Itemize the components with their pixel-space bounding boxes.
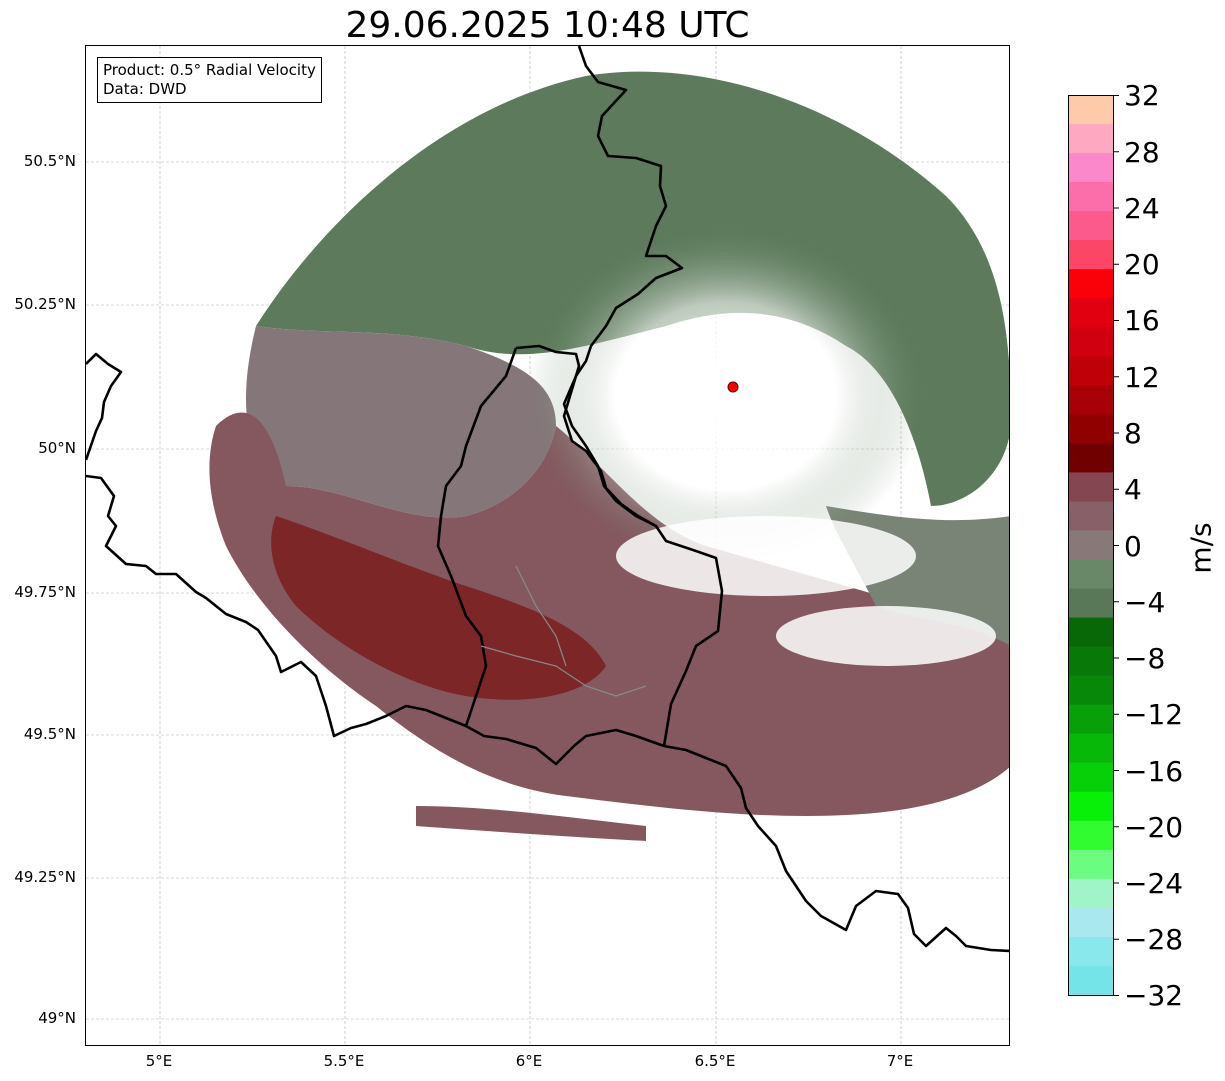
colorbar-swatch: [1068, 588, 1113, 619]
colorbar-swatch: [1068, 704, 1113, 735]
map-title: 29.06.2025 10:48 UTC: [345, 5, 750, 46]
colorbar-swatch: [1068, 327, 1113, 357]
colorbar-tick-label: −32: [1124, 979, 1184, 1012]
radar-echoes: [209, 71, 1009, 841]
product-label: Product: 0.5° Radial Velocity: [103, 61, 316, 79]
colorbar-swatch: [1068, 646, 1113, 677]
colorbar-swatch: [1068, 385, 1113, 415]
colorbar-tick-label: 16: [1124, 304, 1160, 337]
lon-tick-label: 5.5°E: [323, 1052, 365, 1070]
lat-tick-label: 49.25°N: [14, 868, 76, 886]
colorbar-unit-label: m/s: [1184, 522, 1218, 574]
colorbar-swatch: [1068, 356, 1113, 386]
colorbar-swatch: [1068, 501, 1113, 532]
colorbar-tick-label: 0: [1124, 530, 1142, 563]
lon-tick-label: 6.5°E: [694, 1052, 736, 1070]
lat-tick-label: 50.5°N: [23, 152, 76, 170]
colorbar-swatch: [1068, 443, 1113, 474]
colorbar-swatch: [1068, 936, 1113, 967]
colorbar-swatch: [1068, 733, 1113, 764]
echo-near-zero-band: [246, 326, 556, 518]
colorbar-tick-label: −4: [1124, 586, 1166, 619]
radar-site-marker: [727, 381, 739, 393]
echo-south-fringe: [416, 806, 646, 841]
colorbar-tick-label: 28: [1124, 136, 1160, 169]
echo-outbound-core: [271, 516, 606, 700]
radar-map: [85, 45, 1010, 1046]
colorbar-swatch: [1068, 298, 1113, 328]
colorbar-swatch: [1068, 182, 1113, 212]
colorbar-swatch: [1068, 617, 1113, 648]
colorbar-tick-label: −12: [1124, 698, 1184, 731]
colorbar-tick-label: 12: [1124, 361, 1160, 394]
data-source-label: Data: DWD: [103, 80, 187, 98]
country-borders: [86, 46, 1009, 953]
colorbar-tick-label: −8: [1124, 642, 1166, 675]
colorbar-swatch: [1068, 791, 1113, 822]
colorbar-swatch: [1068, 240, 1113, 270]
radar-map-canvas: [86, 46, 1009, 1045]
echo-outbound-region: [209, 412, 1009, 816]
colorbar-swatch: [1068, 530, 1113, 561]
colorbar-tick-label: −28: [1124, 923, 1184, 956]
colorbar-tick-label: 4: [1124, 473, 1142, 506]
colorbar-swatch: [1068, 559, 1113, 590]
colorbar-tick-label: −16: [1124, 755, 1184, 788]
lon-tick-label: 7°E: [886, 1052, 914, 1070]
colorbar-swatch: [1068, 907, 1113, 938]
colorbar-swatch: [1068, 820, 1113, 851]
lat-tick-label: 49.5°N: [23, 725, 76, 743]
colorbar-tick-label: −20: [1124, 811, 1184, 844]
colorbar-swatch: [1068, 472, 1113, 503]
colorbar-swatch: [1068, 153, 1113, 183]
colorbar-swatch: [1068, 95, 1113, 125]
colorbar-swatch: [1068, 965, 1113, 996]
lat-tick-label: 49°N: [38, 1009, 76, 1027]
colorbar-swatch: [1068, 762, 1113, 793]
info-box: Product: 0.5° Radial Velocity Data: DWD: [97, 57, 322, 103]
lon-tick-label: 6°E: [515, 1052, 543, 1070]
lon-tick-label: 5°E: [145, 1052, 173, 1070]
colorbar-tick-label: 8: [1124, 417, 1142, 450]
colorbar-swatch: [1068, 211, 1113, 241]
colorbar-tick-label: 20: [1124, 248, 1160, 281]
colorbar-swatch: [1068, 124, 1113, 154]
colorbar-tick-label: 24: [1124, 192, 1160, 225]
echo-clear-zone: [526, 226, 926, 566]
lat-tick-label: 50.25°N: [14, 295, 76, 313]
lat-tick-label: 50°N: [38, 439, 76, 457]
lat-tick-label: 49.75°N: [14, 583, 76, 601]
colorbar-swatch: [1068, 414, 1113, 444]
colorbar-swatch: [1068, 878, 1113, 909]
colorbar: [1068, 95, 1119, 996]
colorbar-tick-label: 32: [1124, 79, 1160, 112]
colorbar-tick-label: −24: [1124, 867, 1184, 900]
region-borders: [480, 565, 647, 697]
colorbar-swatch: [1068, 675, 1113, 706]
colorbar-swatch: [1068, 849, 1113, 880]
colorbar-swatch: [1068, 269, 1113, 299]
